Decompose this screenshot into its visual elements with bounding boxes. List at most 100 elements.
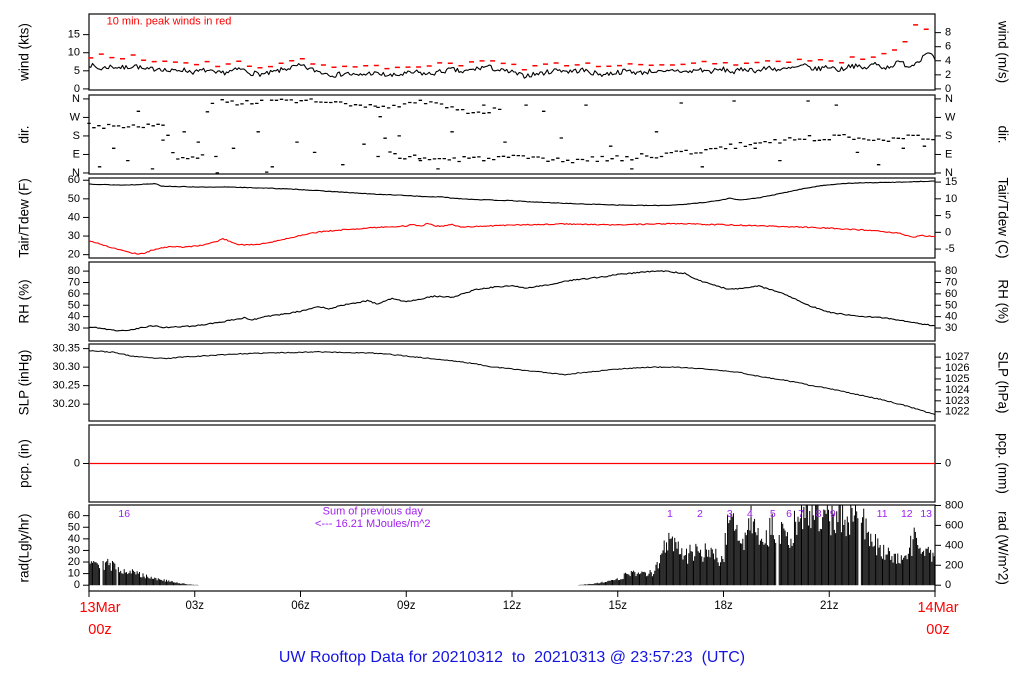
series-wind-peak (88, 24, 929, 71)
series-slp (88, 350, 936, 416)
series-tdew (88, 222, 936, 255)
left-tick-label: 30.35 (52, 343, 80, 355)
right-tick-label: N (945, 167, 953, 179)
right-tick-label: 0 (945, 458, 951, 470)
x-tick-label: 03z (185, 600, 204, 612)
pcp-right-axis-label: pcp. (mm) (996, 433, 1011, 494)
annotation-text: 13 (920, 508, 932, 520)
left-tick-label: 0 (74, 83, 80, 95)
left-tick-label: 40 (68, 311, 80, 323)
right-tick-label: 4 (945, 55, 951, 67)
right-tick-label: 70 (945, 276, 957, 288)
panel-rh-box (88, 261, 936, 342)
right-tick-label: 1026 (945, 362, 969, 374)
left-tick-label: 30 (68, 230, 80, 242)
right-tick-label: 1023 (945, 395, 969, 407)
left-tick-label: 15 (68, 29, 80, 41)
right-tick-label: 0 (945, 83, 951, 95)
annotation-text: 12 (901, 508, 913, 520)
slp-left-axis-label: SLP (inHg) (17, 350, 32, 416)
right-tick-label: 800 (945, 499, 963, 511)
panel-dir-box (88, 94, 936, 175)
left-tick-label: 10 (68, 47, 80, 59)
wind-right-axis-label: wind (m/s) (996, 20, 1011, 83)
annotation-text: 5 (770, 508, 776, 520)
series-rh (88, 270, 936, 332)
right-tick-label: 600 (945, 519, 963, 531)
left-tick-label: N (72, 93, 80, 105)
panel-temp: 20 30 40 50 60 -5 0 5 10 15 Tair/Tdew (F) Tair/Tdew… (17, 174, 1011, 260)
left-tick-label: 30.25 (52, 380, 80, 392)
rad-left-axis-label: rad(Lgly/hr) (17, 513, 32, 582)
rh-left-axis-label: RH (%) (17, 279, 32, 323)
right-tick-label: 1022 (945, 406, 969, 418)
left-tick-label: 60 (68, 510, 80, 522)
right-tick-label: E (945, 148, 952, 160)
left-tick-label: 50 (68, 193, 80, 205)
right-tick-label: 30 (945, 322, 957, 334)
panel-slp: 30.20 30.25 30.30 30.35 10221023102410251026… (17, 343, 1011, 422)
right-tick-label: S (945, 130, 952, 142)
right-tick-label: 1027 (945, 351, 969, 363)
temp-right-axis-label: Tair/Tdew (C) (996, 177, 1011, 258)
left-tick-label: 50 (68, 521, 80, 533)
left-tick-label: 50 (68, 299, 80, 311)
series-rad-bars (88, 505, 935, 586)
figure-title: UW Rooftop Data for 20210312 to 20210313… (278, 649, 746, 666)
annotation-text: 3 (727, 508, 733, 520)
left-tick-label: 30.30 (52, 361, 80, 373)
x-tick-label: 21z (820, 600, 839, 612)
panel-wind: 0 5 10 15 0 2 4 6 8 wind (kts) wind (m/s) 10 min. p… (17, 13, 1011, 95)
right-tick-label: 200 (945, 559, 963, 571)
right-tick-label: 10 (945, 193, 957, 205)
right-tick-label: 1024 (945, 384, 969, 396)
right-tick-label: W (945, 111, 956, 123)
annotation-text: 11 (877, 508, 888, 520)
annotation-text: 2 (697, 508, 703, 520)
x-tick-label: 06z (291, 600, 310, 612)
x-tick-label: 18z (714, 600, 733, 612)
annotation-text: 1 (667, 508, 673, 520)
panel-pcp: 0 0 pcp. (in) pcp. (mm) (17, 424, 1011, 503)
right-tick-label: 0 (945, 579, 951, 591)
left-tick-label: 40 (68, 533, 80, 545)
left-tick-label: 60 (68, 288, 80, 300)
rad-right-axis-label: rad (W/m^2) (996, 511, 1011, 585)
right-tick-label: 8 (945, 27, 951, 39)
left-tick-label: 60 (68, 174, 80, 186)
left-tick-label: W (70, 111, 81, 123)
x-tick-label: 12z (503, 600, 522, 612)
right-tick-label: 6 (945, 41, 951, 53)
right-tick-label: N (945, 93, 953, 105)
left-tick-label: 0 (74, 458, 80, 470)
left-tick-label: 20 (68, 556, 80, 568)
series-dir-upper (376, 99, 502, 115)
wind-left-axis-label: wind (kts) (17, 23, 32, 82)
series-tair (88, 180, 936, 207)
left-tick-label: 5 (74, 65, 80, 77)
right-tick-label: 15 (945, 176, 957, 188)
left-tick-label: 80 (68, 265, 80, 277)
slp-right-axis-label: SLP (hPa) (996, 351, 1011, 413)
x-tick-label: 09z (397, 600, 416, 612)
left-tick-label: 30 (68, 544, 80, 556)
x-tick-label: 15z (608, 600, 627, 612)
dir-right-axis-label: dir. (996, 125, 1011, 143)
left-tick-label: 40 (68, 211, 80, 223)
right-tick-label: 0 (945, 226, 951, 238)
annotation-text: 4 (747, 508, 753, 520)
annotation-text: <--- 16.21 MJoules/m^2 (315, 518, 431, 530)
pcp-left-axis-label: pcp. (in) (17, 439, 32, 488)
left-tick-label: 70 (68, 276, 80, 288)
series-wind-avg (88, 52, 936, 79)
right-tick-label: -5 (945, 243, 955, 255)
dir-left-axis-label: dir. (17, 125, 32, 143)
right-tick-label: 1025 (945, 373, 969, 385)
annotation-text: 7 (798, 508, 804, 520)
annotation-text: 8 (816, 508, 822, 520)
annotation-text: 16 (118, 508, 130, 520)
